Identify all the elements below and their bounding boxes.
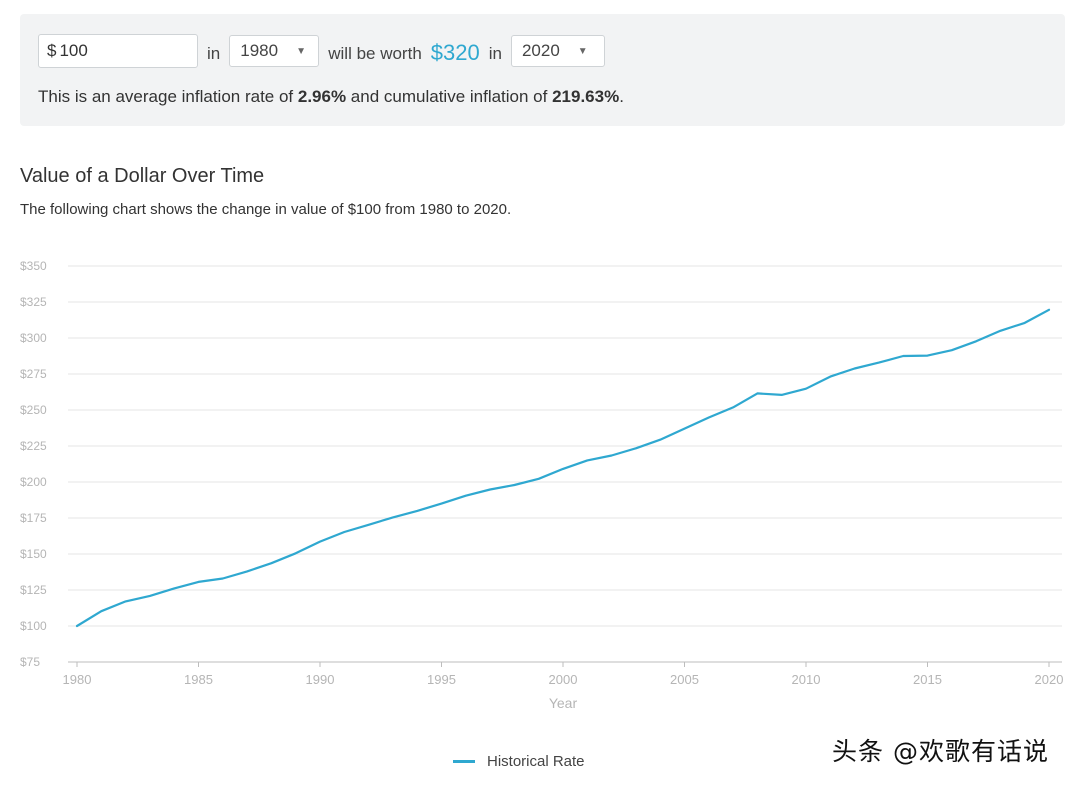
y-tick-label: $275: [20, 367, 47, 381]
chevron-down-icon: ▼: [296, 45, 306, 57]
amount-field[interactable]: $: [38, 34, 198, 68]
inflation-calculator-panel: $ in 1980 ▼ will be worth $320 in 2020 ▼…: [20, 14, 1065, 126]
will-be-worth-label: will be worth: [328, 44, 422, 63]
average-rate: 2.96%: [297, 87, 347, 106]
end-year-value: 2020: [521, 41, 560, 60]
y-tick-label: $200: [20, 475, 47, 489]
x-tick-label: 2010: [792, 672, 821, 687]
in-label-2: in: [488, 44, 502, 63]
summary-suffix: .: [619, 87, 624, 106]
in-label: in: [207, 44, 221, 63]
watermark: 头条 @欢歌有话说: [832, 737, 1049, 766]
end-year-select[interactable]: 2020 ▼: [510, 35, 605, 67]
y-tick-label: $350: [20, 259, 47, 273]
y-tick-label: $75: [20, 655, 40, 669]
inflation-summary: This is an average inflation rate of 2.9…: [38, 87, 624, 107]
chart-title: Value of a Dollar Over Time: [20, 165, 265, 187]
currency-prefix: $: [47, 41, 57, 60]
legend-swatch: [453, 760, 475, 763]
x-tick-label: 2015: [913, 672, 942, 687]
start-year-select[interactable]: 1980 ▼: [229, 35, 320, 67]
calculator-row: $ in 1980 ▼ will be worth $320 in 2020 ▼: [38, 33, 605, 69]
cumulative-inflation: 219.63%: [552, 87, 620, 106]
y-tick-label: $225: [20, 439, 47, 453]
y-tick-label: $175: [20, 511, 47, 525]
y-tick-label: $325: [20, 295, 47, 309]
x-tick-label: 2005: [670, 672, 699, 687]
x-tick-label: 2020: [1035, 672, 1064, 687]
series-line-historical-rate: [75, 308, 1051, 628]
summary-mid: and cumulative inflation of: [346, 87, 553, 106]
chevron-down-icon: ▼: [577, 45, 588, 57]
start-year-value: 1980: [240, 41, 279, 60]
dollar-value-line-chart: $75 $100 $125 $150 $175 $200 $225 $250 $275 $300 $…: [20, 259, 1064, 711]
worth-value: $320: [430, 40, 480, 65]
x-tick-label: 2000: [549, 672, 578, 687]
y-tick-label: $300: [20, 331, 47, 345]
x-tick-label: 1995: [427, 672, 456, 687]
y-tick-label: $125: [20, 583, 47, 597]
summary-prefix: This is an average inflation rate of: [38, 87, 298, 106]
x-axis-title: Year: [549, 695, 578, 711]
x-tick-label: 1980: [63, 672, 92, 687]
y-tick-label: $100: [20, 619, 47, 633]
legend-label: Historical Rate: [487, 753, 585, 770]
chart-subtitle: The following chart shows the change in …: [20, 201, 512, 218]
x-tick-label: 1990: [306, 672, 335, 687]
amount-input[interactable]: [56, 41, 180, 61]
y-tick-label: $150: [20, 547, 47, 561]
y-tick-label: $250: [20, 403, 47, 417]
chart-legend[interactable]: Historical Rate: [453, 753, 585, 770]
x-tick-label: 1985: [184, 672, 213, 687]
